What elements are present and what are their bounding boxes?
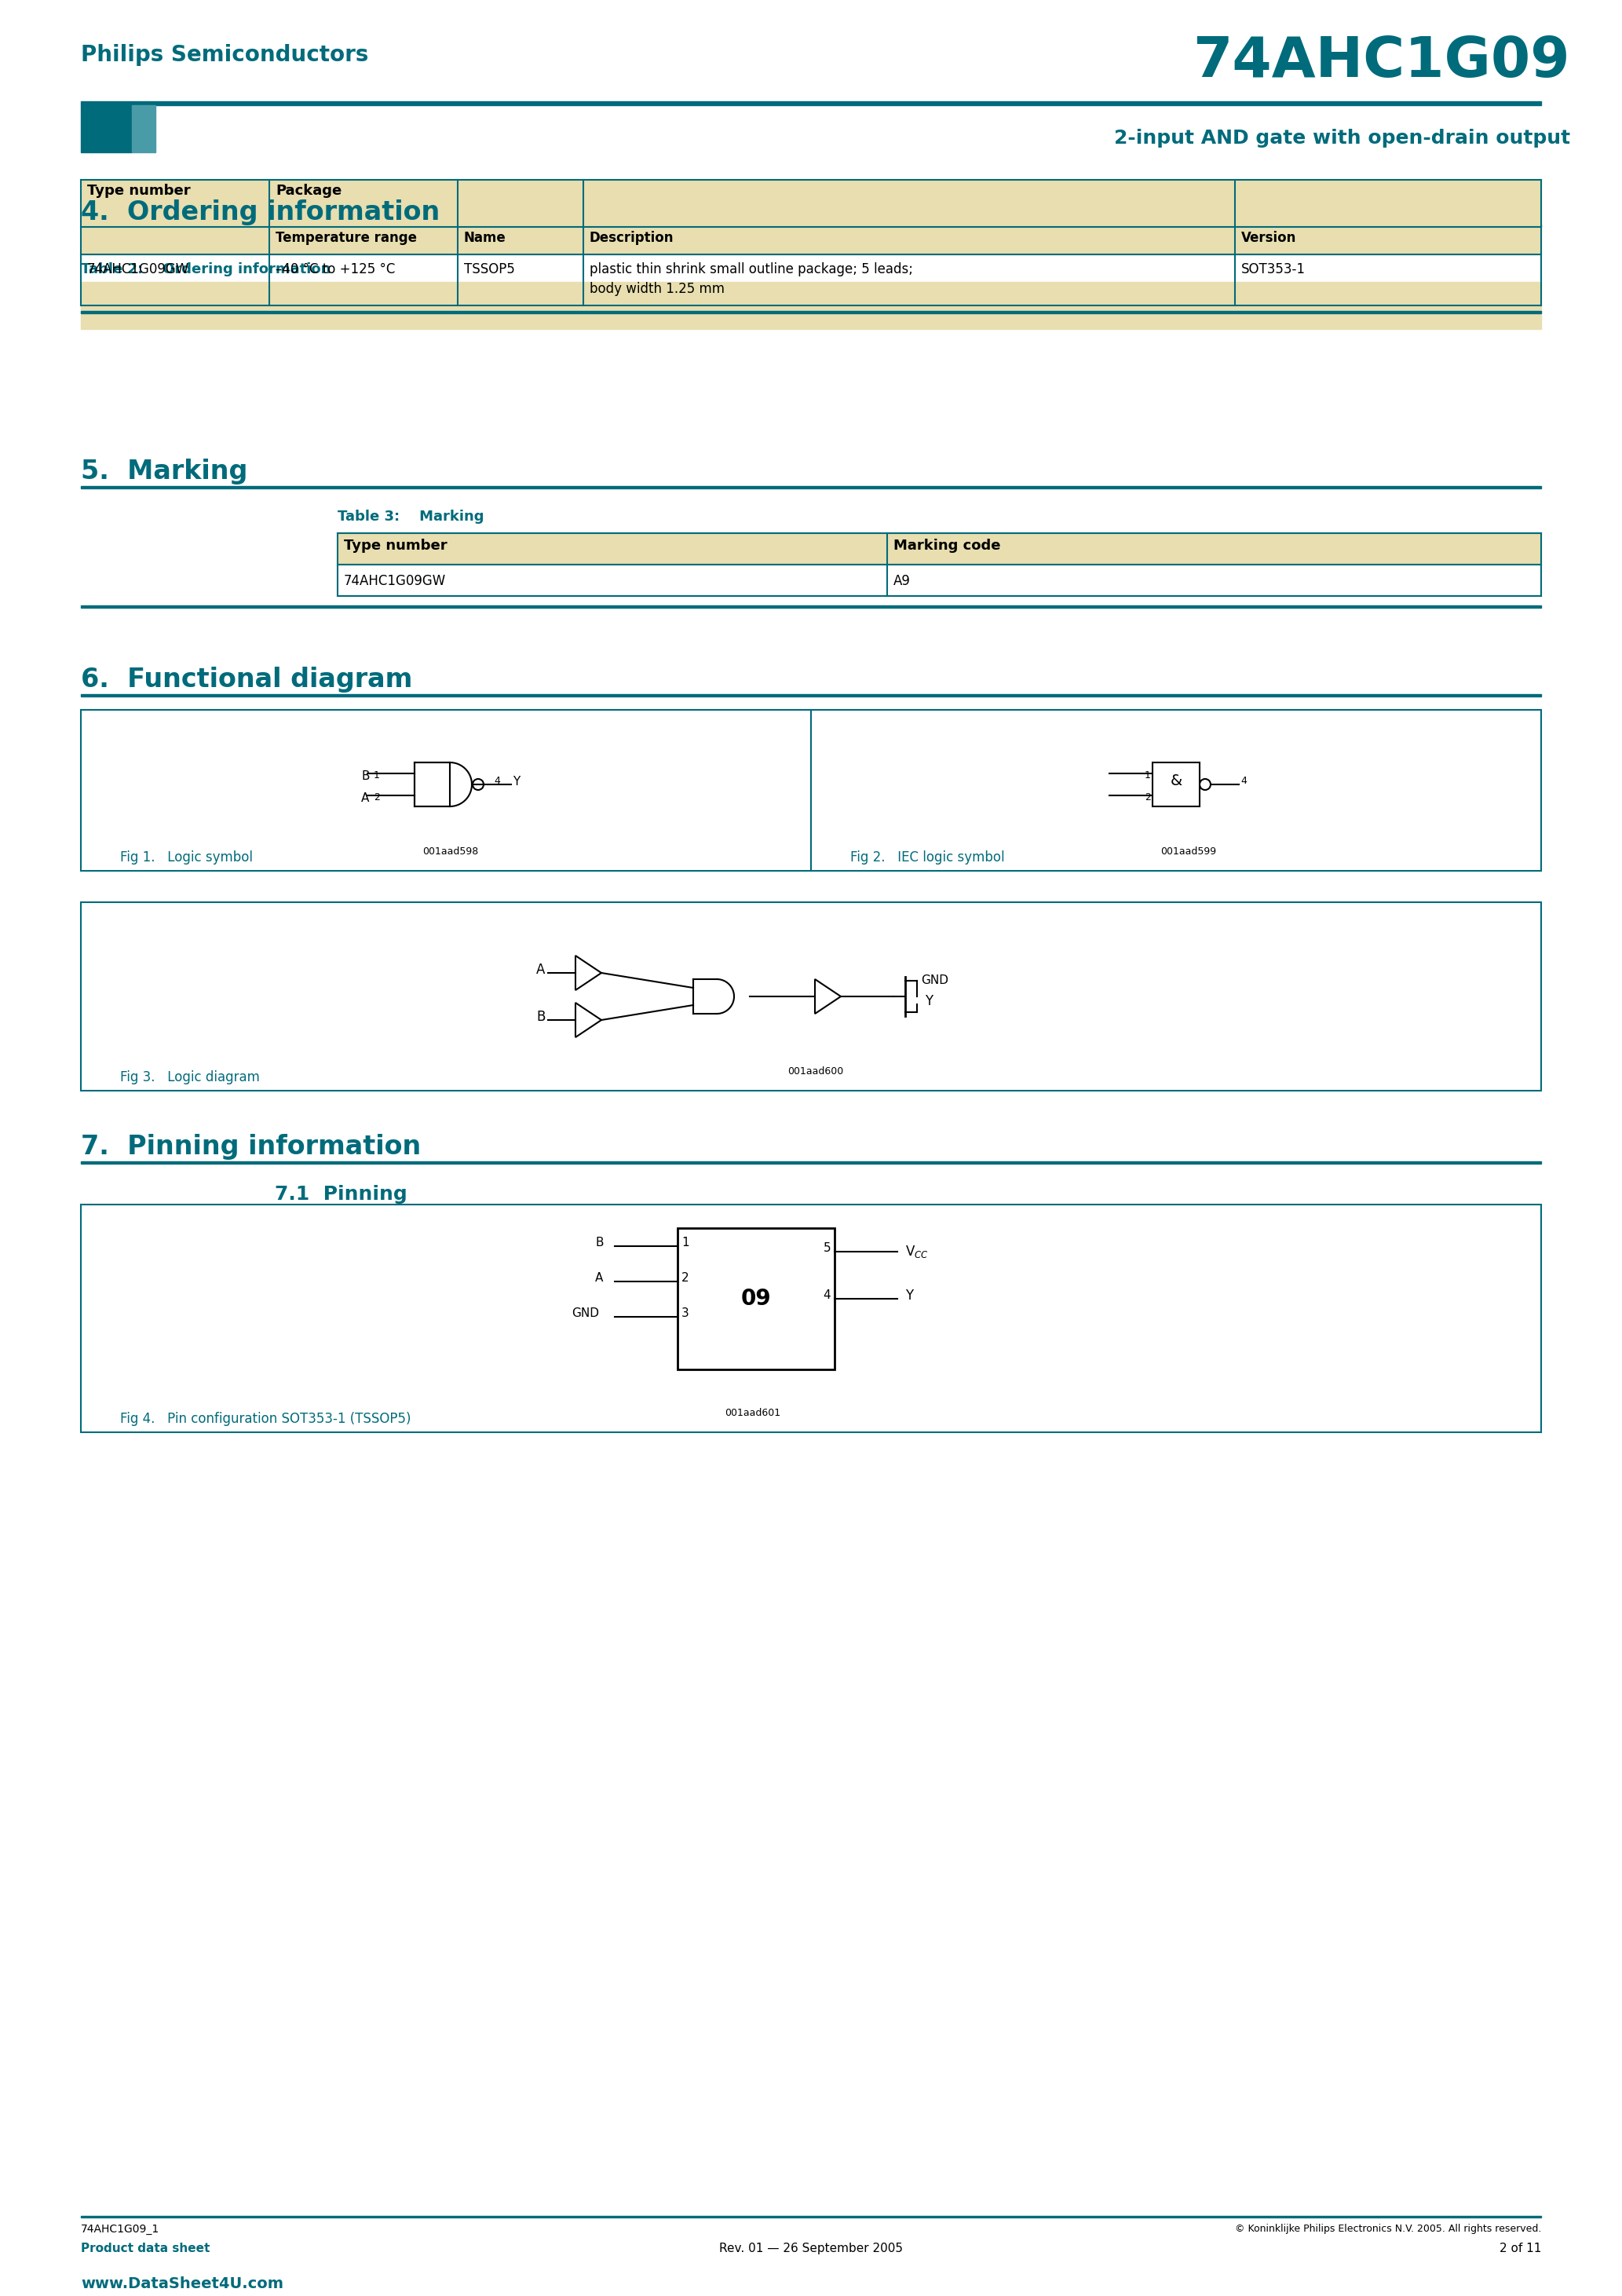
Text: GND: GND (571, 1306, 599, 1320)
Bar (415, 762, 449, 806)
Text: 5: 5 (822, 1242, 830, 1254)
Text: B: B (595, 1238, 603, 1249)
Bar (81, 225, 1541, 227)
Bar (81, 1162, 1541, 1164)
Text: Fig 3.   Logic diagram: Fig 3. Logic diagram (120, 1070, 260, 1084)
Text: 2-input AND gate with open-drain output: 2-input AND gate with open-drain output (1114, 129, 1570, 147)
Text: 4: 4 (822, 1290, 830, 1302)
Text: 7.1  Pinning: 7.1 Pinning (274, 1185, 407, 1203)
Text: A: A (537, 962, 545, 976)
Text: 6.  Functional diagram: 6. Functional diagram (81, 666, 412, 693)
Bar (1153, 762, 1200, 806)
Bar (81, 693, 1541, 696)
Text: V$_{CC}$: V$_{CC}$ (905, 1244, 928, 1261)
Bar (337, 533, 1541, 565)
Text: Fig 1.   Logic symbol: Fig 1. Logic symbol (120, 850, 253, 866)
Text: 74AHC1G09_1: 74AHC1G09_1 (81, 2225, 159, 2234)
Text: –40 °C to +125 °C: –40 °C to +125 °C (276, 262, 396, 276)
Text: SOT353-1: SOT353-1 (1241, 262, 1306, 276)
Text: B: B (537, 1010, 545, 1024)
Text: A: A (595, 1272, 603, 1283)
Text: Fig 4.   Pin configuration SOT353-1 (TSSOP5): Fig 4. Pin configuration SOT353-1 (TSSOP… (120, 1412, 410, 1426)
Text: Version: Version (1241, 232, 1296, 246)
Text: Name: Name (464, 232, 506, 246)
Text: GND: GND (921, 974, 949, 987)
Text: B: B (362, 769, 370, 783)
Text: 4.  Ordering information: 4. Ordering information (81, 200, 440, 225)
Text: 001aad600: 001aad600 (787, 1065, 843, 1077)
Text: Table 3:    Marking: Table 3: Marking (337, 510, 483, 523)
Text: plastic thin shrink small outline package; 5 leads;: plastic thin shrink small outline packag… (590, 262, 913, 276)
Text: &: & (1169, 774, 1182, 788)
Text: 1: 1 (373, 769, 380, 781)
Bar (81, 101, 1541, 106)
Text: A9: A9 (894, 574, 910, 588)
Bar (81, 310, 1541, 312)
Text: body width 1.25 mm: body width 1.25 mm (590, 282, 725, 296)
FancyBboxPatch shape (81, 1205, 1541, 1433)
Text: 001aad601: 001aad601 (725, 1407, 780, 1419)
Text: 4: 4 (493, 776, 500, 788)
Text: 001aad598: 001aad598 (422, 847, 478, 856)
Text: Type number: Type number (88, 184, 190, 197)
Text: Product data sheet: Product data sheet (81, 2243, 209, 2255)
FancyBboxPatch shape (81, 709, 811, 870)
Text: 4: 4 (1241, 776, 1247, 788)
Text: www.DataSheet4U.com: www.DataSheet4U.com (81, 2275, 284, 2291)
Text: Temperature range: Temperature range (276, 232, 417, 246)
Text: 1: 1 (681, 1238, 689, 1249)
Text: Y: Y (905, 1288, 913, 1302)
Text: A: A (362, 792, 370, 804)
FancyBboxPatch shape (81, 902, 1541, 1091)
Bar (81, 179, 1541, 255)
Text: © Koninklijke Philips Electronics N.V. 2005. All rights reserved.: © Koninklijke Philips Electronics N.V. 2… (1234, 2225, 1541, 2234)
Bar (81, 106, 131, 152)
Bar (81, 487, 1541, 489)
Text: 7.  Pinning information: 7. Pinning information (81, 1134, 422, 1159)
Text: Description: Description (590, 232, 675, 246)
Text: Fig 2.   IEC logic symbol: Fig 2. IEC logic symbol (850, 850, 1004, 866)
Text: 74AHC1G09: 74AHC1G09 (1192, 34, 1570, 90)
Text: 74AHC1G09GW: 74AHC1G09GW (88, 262, 190, 276)
Text: 74AHC1G09GW: 74AHC1G09GW (344, 574, 446, 588)
Text: TSSOP5: TSSOP5 (464, 262, 514, 276)
Text: Y: Y (513, 776, 521, 788)
Text: 09: 09 (741, 1288, 770, 1309)
Text: 2: 2 (373, 792, 380, 804)
Text: Table 2:    Ordering information: Table 2: Ordering information (81, 262, 331, 276)
Text: Type number: Type number (344, 540, 448, 553)
Bar (678, 1228, 835, 1368)
Bar (81, 282, 1541, 328)
Text: 2: 2 (1145, 792, 1152, 804)
Text: 001aad599: 001aad599 (1160, 847, 1216, 856)
Text: Y: Y (925, 994, 933, 1008)
Text: Philips Semiconductors: Philips Semiconductors (81, 44, 368, 67)
FancyBboxPatch shape (811, 709, 1541, 870)
Text: Rev. 01 — 26 September 2005: Rev. 01 — 26 September 2005 (719, 2243, 903, 2255)
Text: 2: 2 (681, 1272, 689, 1283)
Text: 2 of 11: 2 of 11 (1499, 2243, 1541, 2255)
Text: 5.  Marking: 5. Marking (81, 459, 248, 484)
Bar (81, 606, 1541, 608)
Bar (131, 106, 156, 152)
Text: Marking code: Marking code (894, 540, 1001, 553)
Text: 1: 1 (1145, 769, 1152, 781)
Text: Package: Package (276, 184, 342, 197)
Text: 3: 3 (681, 1306, 689, 1320)
